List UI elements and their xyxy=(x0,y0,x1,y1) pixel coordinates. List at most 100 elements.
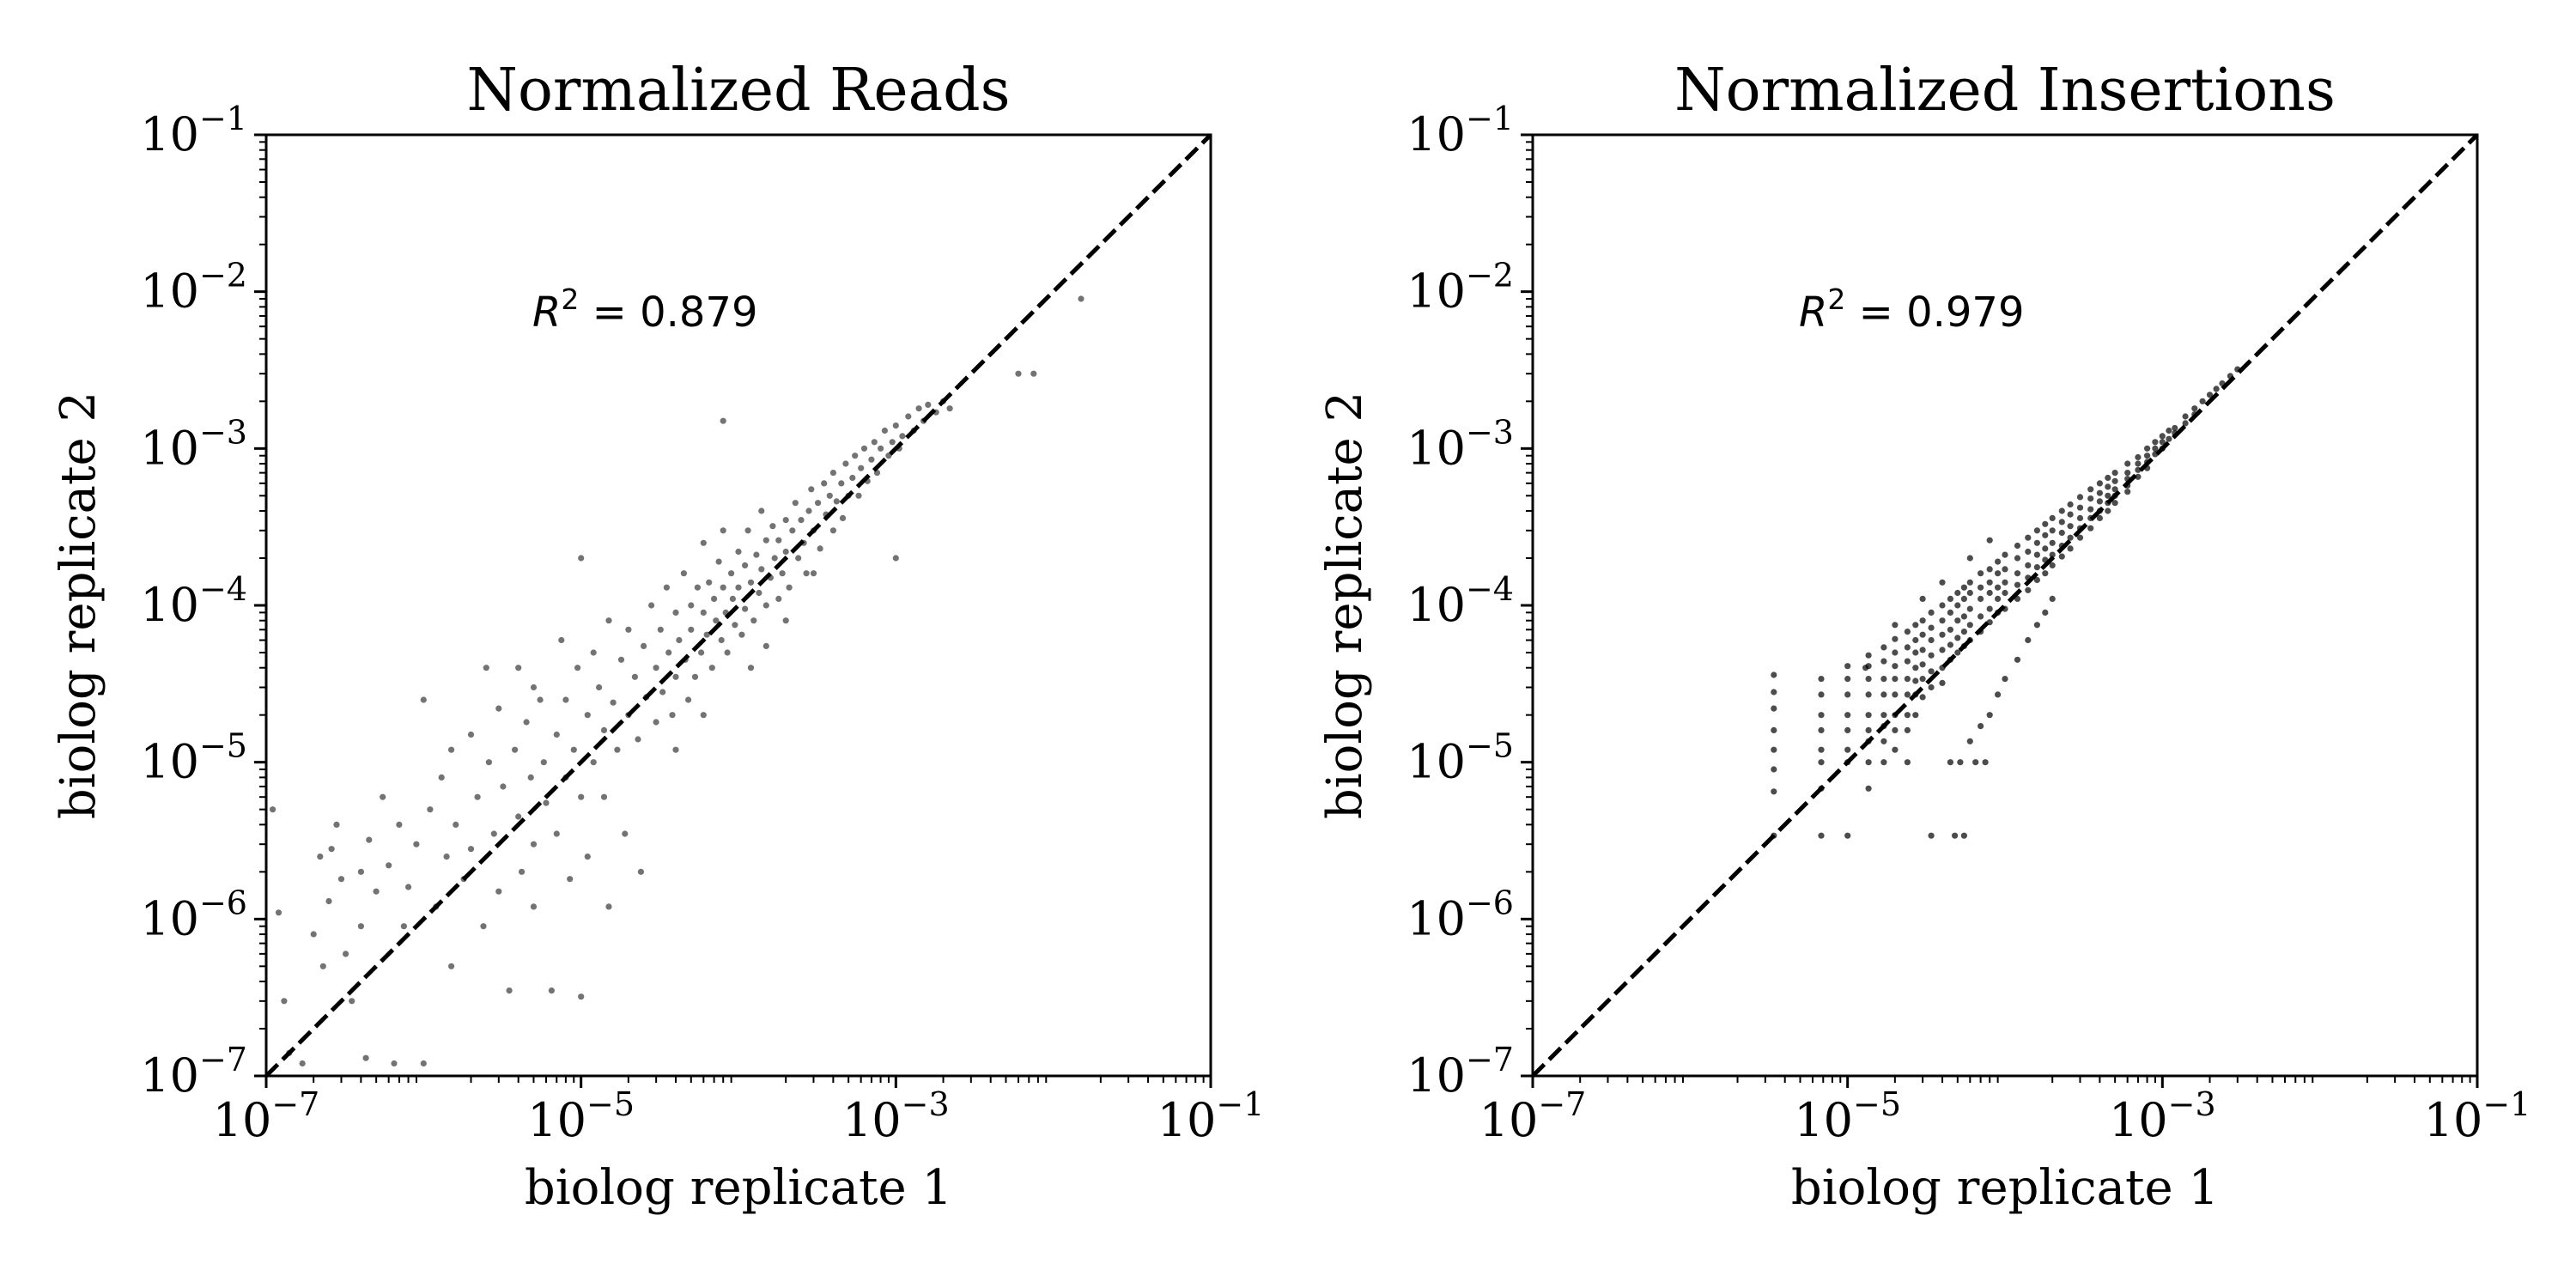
data-point xyxy=(500,783,507,790)
y-tick-label: 10−5 xyxy=(1406,727,1514,789)
data-point xyxy=(1966,589,1973,597)
data-point xyxy=(2159,439,2166,446)
data-point xyxy=(2049,562,2056,569)
y-tick-label: 10−2 xyxy=(1406,257,1514,319)
data-point xyxy=(373,888,380,895)
data-point xyxy=(775,595,782,603)
data-point xyxy=(1771,726,1777,734)
data-point xyxy=(826,492,833,499)
data-point xyxy=(1995,691,2002,698)
data-point xyxy=(838,480,845,487)
x-axis-label: biolog replicate 1 xyxy=(1791,1160,2219,1216)
data-point xyxy=(1771,766,1777,773)
data-point xyxy=(1954,649,1961,656)
data-point xyxy=(2124,489,2131,495)
data-point xyxy=(1928,668,1935,675)
data-point xyxy=(515,665,522,671)
data-point xyxy=(1995,558,2002,565)
data-point xyxy=(1904,726,1911,734)
data-point xyxy=(2014,542,2021,550)
data-point xyxy=(317,854,324,860)
data-point xyxy=(2025,548,2032,556)
data-point xyxy=(899,433,906,440)
data-point xyxy=(386,862,392,869)
data-point xyxy=(750,617,757,624)
data-point xyxy=(792,500,799,507)
data-point xyxy=(676,636,683,644)
data-point xyxy=(553,830,560,837)
data-point xyxy=(2058,519,2065,526)
data-point xyxy=(885,453,892,459)
data-point xyxy=(2199,398,2206,404)
data-point xyxy=(1986,589,1993,597)
data-point xyxy=(1986,566,1993,573)
data-point xyxy=(703,631,710,638)
data-point xyxy=(1880,644,1887,651)
y-tick-label: 10−4 xyxy=(1406,570,1514,632)
data-point xyxy=(2172,424,2178,432)
data-point xyxy=(1892,676,1899,683)
data-point xyxy=(1954,635,1961,641)
data-point xyxy=(1844,712,1851,719)
data-point xyxy=(1771,705,1777,712)
data-point xyxy=(688,602,695,609)
data-point xyxy=(1939,631,1946,638)
data-point xyxy=(653,719,659,726)
data-point xyxy=(753,551,760,558)
data-point xyxy=(600,793,608,800)
data-point xyxy=(2014,570,2021,577)
x-tick-label: 10−1 xyxy=(2424,1085,2531,1147)
data-point xyxy=(1865,759,1872,766)
data-point xyxy=(1844,676,1851,683)
y-tick-label: 10−5 xyxy=(140,727,247,789)
data-point xyxy=(2058,507,2065,514)
scatter-panel-reads: Normalized Reads 10−7 10−5 10−3 10−110−710−… xyxy=(51,57,1264,1216)
data-point xyxy=(2025,636,2032,644)
data-point xyxy=(1928,683,1935,691)
data-point xyxy=(1919,595,1926,603)
data-point xyxy=(281,998,288,1005)
identity-reference-line xyxy=(264,133,1212,1078)
data-point xyxy=(1904,676,1911,683)
data-point xyxy=(495,705,502,712)
data-point xyxy=(758,566,765,573)
data-point xyxy=(625,626,632,633)
data-point xyxy=(715,558,722,565)
data-point xyxy=(333,821,340,829)
data-point xyxy=(1966,605,1973,612)
data-point xyxy=(1844,726,1851,734)
data-point xyxy=(685,696,692,703)
data-point xyxy=(1818,759,1825,766)
data-point xyxy=(915,405,922,412)
data-point xyxy=(833,498,840,505)
data-point xyxy=(2067,545,2074,552)
data-point xyxy=(1818,712,1825,719)
y-tick-label: 10−1 xyxy=(1406,100,1514,161)
data-point xyxy=(1978,595,1984,603)
axis-ticks: 10−7 10−5 10−3 10−1 10−7 10−6 10−5 10−4 10−3 10−2… xyxy=(140,100,1264,1147)
data-point xyxy=(1771,689,1777,696)
y-tick-label: 10−6 xyxy=(140,884,247,945)
data-point xyxy=(1928,609,1935,617)
data-point xyxy=(698,649,705,656)
data-point xyxy=(1844,832,1851,839)
chart-title: Normalized Insertions xyxy=(1674,57,2336,125)
data-point xyxy=(270,806,276,813)
data-point xyxy=(1986,537,1993,544)
data-point xyxy=(490,830,497,837)
x-tick-label: 10−1 xyxy=(1157,1085,1265,1147)
data-point xyxy=(2182,420,2189,427)
data-point xyxy=(1947,641,1953,648)
y-tick-label: 10−6 xyxy=(1406,884,1514,945)
data-point xyxy=(2076,534,2084,541)
data-point xyxy=(1919,631,1926,638)
data-point xyxy=(2067,534,2074,541)
data-point xyxy=(1986,605,1993,612)
scatter-panel-insertions: Normalized Insertions 10−7 10−5 10−3 10−110… xyxy=(1317,57,2530,1216)
data-point xyxy=(1880,691,1887,698)
data-point xyxy=(2014,656,2021,663)
data-point xyxy=(641,642,647,650)
data-point xyxy=(420,696,427,703)
data-point xyxy=(1892,691,1899,698)
data-point xyxy=(744,527,751,534)
